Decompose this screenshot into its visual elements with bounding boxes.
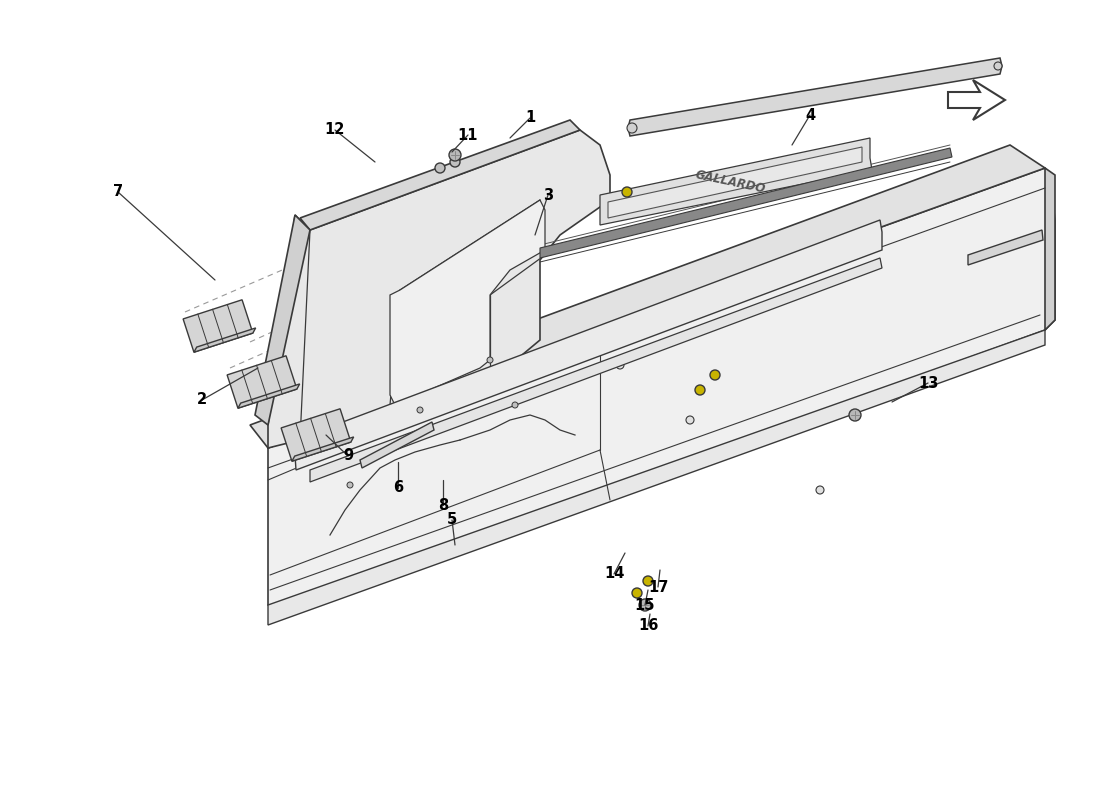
Polygon shape (183, 300, 253, 352)
Text: 13: 13 (917, 375, 938, 390)
Text: 16: 16 (638, 618, 658, 634)
Circle shape (426, 424, 434, 432)
Polygon shape (268, 168, 1055, 610)
Text: 5: 5 (447, 513, 458, 527)
Polygon shape (292, 437, 354, 462)
Text: 15: 15 (635, 598, 656, 613)
Circle shape (686, 416, 694, 424)
Circle shape (449, 149, 461, 161)
Text: 17: 17 (648, 579, 668, 594)
Polygon shape (600, 138, 872, 225)
Circle shape (695, 385, 705, 395)
Circle shape (627, 123, 637, 133)
Polygon shape (300, 120, 580, 230)
Circle shape (487, 357, 493, 363)
Circle shape (639, 599, 651, 611)
Text: 2: 2 (197, 393, 207, 407)
Text: 6: 6 (393, 481, 403, 495)
Text: GALLARDO: GALLARDO (694, 168, 767, 196)
Circle shape (417, 407, 424, 413)
Circle shape (710, 370, 720, 380)
Circle shape (849, 409, 861, 421)
Polygon shape (968, 230, 1043, 265)
Polygon shape (268, 330, 1045, 625)
Polygon shape (540, 148, 952, 258)
Polygon shape (628, 58, 1002, 136)
Text: 1: 1 (525, 110, 535, 126)
Circle shape (434, 163, 446, 173)
Circle shape (632, 588, 642, 598)
Text: 8: 8 (438, 498, 448, 513)
Polygon shape (255, 215, 310, 425)
Polygon shape (227, 356, 297, 408)
Text: 11: 11 (458, 127, 478, 142)
Circle shape (644, 576, 653, 586)
Text: 3: 3 (543, 187, 553, 202)
Text: 4: 4 (805, 107, 815, 122)
Circle shape (816, 486, 824, 494)
Polygon shape (310, 258, 882, 482)
Polygon shape (268, 130, 610, 448)
Polygon shape (1045, 168, 1055, 330)
Polygon shape (948, 80, 1005, 120)
Polygon shape (390, 200, 544, 405)
Circle shape (512, 402, 518, 408)
Circle shape (346, 482, 353, 488)
Text: 14: 14 (604, 566, 624, 582)
Polygon shape (250, 145, 1045, 448)
Polygon shape (194, 328, 255, 352)
Text: 7: 7 (113, 185, 123, 199)
Polygon shape (282, 409, 351, 462)
Text: 9: 9 (343, 449, 353, 463)
Circle shape (450, 157, 460, 167)
Polygon shape (360, 422, 434, 468)
Polygon shape (238, 384, 299, 408)
Circle shape (994, 62, 1002, 70)
Polygon shape (295, 220, 882, 470)
Text: 12: 12 (324, 122, 345, 138)
Polygon shape (608, 147, 862, 218)
Circle shape (616, 361, 624, 369)
Circle shape (621, 187, 632, 197)
